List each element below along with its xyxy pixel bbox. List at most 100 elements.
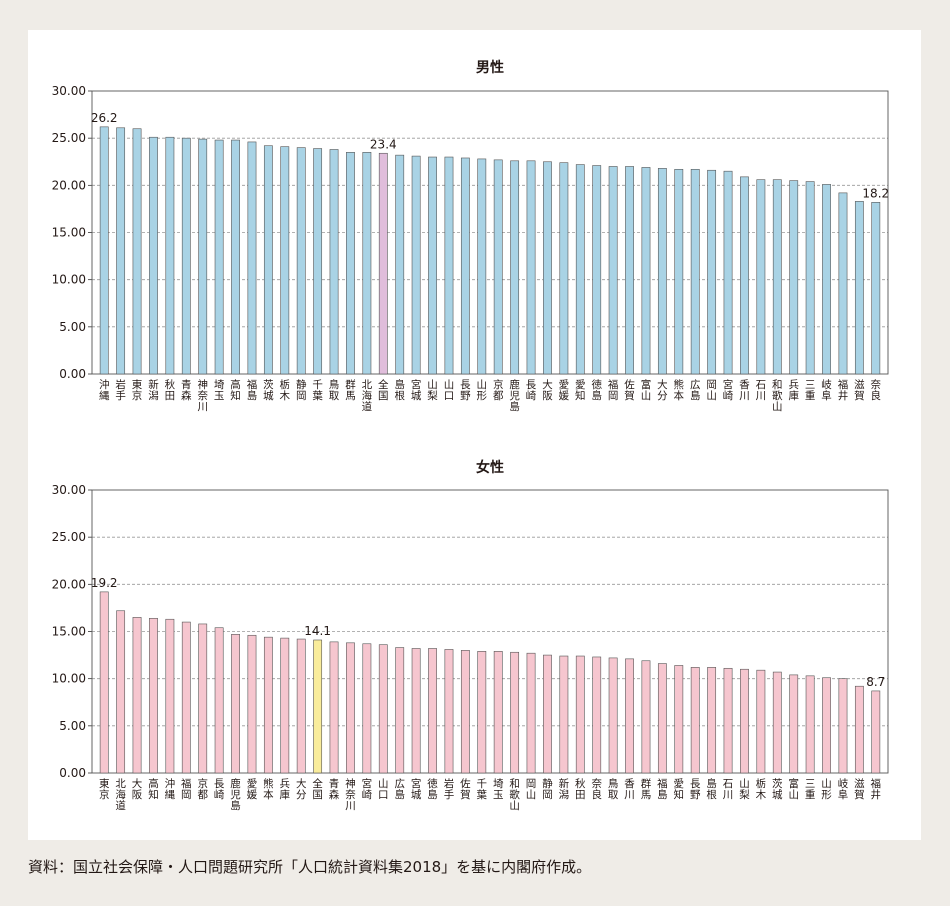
female-bar-山形 [822, 677, 831, 774]
female-xtick-label: 岡山 [526, 778, 537, 801]
female-bar-茨城 [772, 671, 782, 774]
male-bar-滋賀 [854, 201, 864, 375]
female-xtick-label: 神奈川 [345, 777, 356, 812]
male-bar-京都 [493, 159, 503, 375]
male-xtick-label: 長野 [460, 379, 471, 402]
male-xtick-label: 佐賀 [624, 378, 635, 402]
male-bar-山形 [477, 158, 487, 375]
male-bar-福井 [838, 192, 848, 375]
male-xtick-label: 栃木 [280, 378, 291, 402]
male-xtick-label: 山梨 [427, 379, 438, 402]
male-bar-長野 [460, 157, 470, 375]
female-xtick-label: 長崎 [214, 778, 225, 801]
male-xtick-label: 秋田 [165, 378, 176, 402]
female-bar-広島 [395, 647, 405, 774]
male-bar-奈良 [871, 202, 881, 375]
female-chart-title: 女性 [476, 459, 504, 476]
female-xtick-label: 千葉 [477, 778, 488, 801]
male-bar-山口 [444, 156, 454, 375]
female-xtick-label: 大阪 [132, 777, 143, 801]
female-xtick-label: 京都 [197, 777, 208, 801]
male-bar-石川 [756, 179, 766, 375]
female-xtick-label: 埼玉 [493, 777, 504, 801]
female-xtick-label: 和歌山 [509, 778, 520, 812]
male-ytick-label: 15.00 [52, 226, 86, 240]
male-data-label: 18.2 [862, 186, 889, 200]
male-xtick-label: 福岡 [608, 378, 619, 402]
male-xtick-label: 広島 [690, 378, 701, 402]
male-bar-愛媛 [559, 162, 569, 375]
male-bar-徳島 [592, 165, 602, 375]
female-xtick-label: 富山 [788, 777, 799, 801]
female-bar-鳥取 [608, 657, 618, 774]
male-xtick-label: 福島 [247, 378, 257, 402]
male-xtick-label: 沖縄 [99, 378, 110, 402]
female-xtick-label: 全国 [312, 777, 323, 801]
female-xtick-label: 茨城 [772, 777, 783, 801]
male-bar-群馬 [346, 152, 355, 375]
female-xtick-label: 長野 [690, 778, 701, 801]
male-xtick-label: 島根 [394, 378, 405, 402]
female-bar-和歌山 [510, 651, 520, 774]
male-xtick-label: 群馬 [345, 378, 356, 402]
male-xtick-label: 兵庫 [788, 378, 799, 402]
male-xtick-label: 鹿児島 [509, 378, 520, 413]
female-xtick-label: 徳島 [427, 777, 438, 801]
male-ytick-label: 25.00 [52, 131, 86, 145]
female-ytick-label: 25.00 [52, 530, 86, 544]
female-xtick-label: 岐阜 [838, 777, 849, 801]
female-xtick-label: 宮城 [411, 777, 422, 801]
female-xtick-label: 静岡 [542, 777, 553, 801]
male-bar-島根 [395, 154, 405, 375]
male-chart-title: 男性 [476, 59, 504, 76]
female-bar-大阪 [132, 617, 142, 774]
male-xtick-label: 富山 [641, 378, 652, 402]
female-bar-奈良 [592, 656, 602, 774]
male-bar-秋田 [165, 136, 175, 375]
male-xtick-label: 山形 [477, 379, 488, 402]
female-xtick-label: 宮崎 [362, 777, 373, 801]
male-bar-岡山 [707, 169, 717, 375]
male-bar-岩手 [116, 127, 126, 375]
male-xtick-label: 京都 [493, 378, 504, 402]
female-xtick-label: 愛知 [674, 777, 685, 801]
female-xtick-label: 秋田 [575, 777, 586, 801]
female-bar-愛媛 [247, 634, 257, 774]
male-bar-福島 [247, 141, 257, 375]
male-bar-長崎 [526, 160, 536, 375]
female-xtick-label: 滋賀 [854, 777, 865, 801]
male-chart: 男性 0.00 5.00 10.00 15.00 20.00 25.00 30.00 沖縄岩手東… [52, 59, 890, 413]
female-xtick-label: 山梨 [739, 778, 750, 801]
male-xtick-label: 宮崎 [723, 378, 734, 402]
female-xtick-label: 広島 [394, 777, 405, 801]
male-xtick-label: 高知 [230, 378, 241, 402]
male-plot-frame [91, 90, 889, 375]
female-ytick-label: 30.00 [52, 483, 86, 497]
male-xtick-label: 茨城 [263, 378, 274, 402]
male-bar-東京 [132, 128, 142, 375]
female-bar-京都 [198, 623, 208, 774]
male-xtick-label: 神奈川 [197, 378, 208, 413]
male-xtick-label: 岐阜 [821, 378, 832, 402]
female-bar-長野 [690, 667, 700, 774]
female-bar-兵庫 [280, 637, 290, 774]
male-bar-新潟 [149, 136, 158, 375]
female-xtick-label: 熊本 [263, 777, 274, 801]
male-bar-高知 [231, 139, 240, 375]
male-xtick-label: 大分 [657, 378, 668, 402]
male-xtick-label: 熊本 [674, 378, 685, 402]
male-bar-北海道 [362, 152, 372, 375]
female-xtick-label: 島根 [706, 777, 717, 801]
male-xtick-label: 全国 [378, 378, 389, 402]
female-ytick-label: 5.00 [59, 719, 86, 733]
male-xtick-label: 愛媛 [559, 378, 570, 402]
female-bar-鹿児島 [231, 634, 240, 774]
female-bar-埼玉 [493, 651, 503, 774]
male-xtick-label: 宮城 [411, 378, 422, 402]
male-bar-埼玉 [214, 139, 224, 375]
male-xtick-label: 大阪 [542, 378, 553, 402]
female-bar-石川 [723, 667, 733, 774]
female-bar-愛知 [674, 665, 684, 774]
female-xtick-label: 佐賀 [460, 777, 471, 801]
male-bar-鹿児島 [510, 160, 520, 375]
